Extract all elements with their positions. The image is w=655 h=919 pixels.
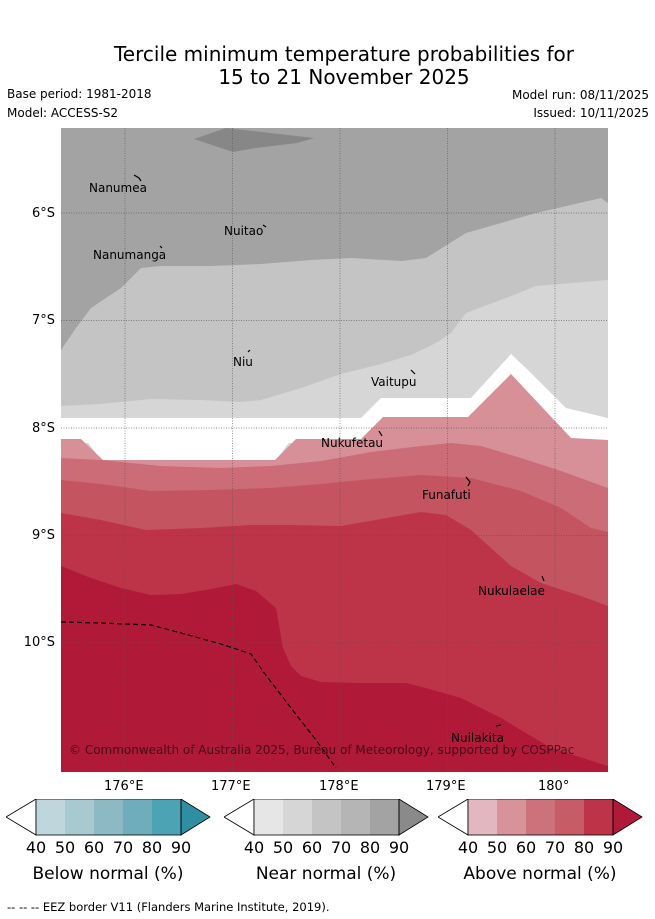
y-tick-label: 9°S — [31, 528, 55, 543]
title-line-1: Tercile minimum temperature probabilitie… — [113, 42, 575, 66]
island-niu — [247, 349, 251, 353]
place-label: Nukufetau — [321, 436, 383, 450]
color-swatch — [584, 799, 613, 835]
model-run: Model run: 08/11/2025 — [511, 88, 649, 102]
color-swatch — [254, 799, 283, 835]
colorbar-tick: 80 — [573, 838, 595, 857]
colorbar-tick: 60 — [515, 838, 537, 857]
color-swatch — [341, 799, 370, 835]
title-line-2: 15 to 21 November 2025 — [218, 65, 470, 89]
white-boundary-path — [61, 354, 608, 460]
color-swatch — [36, 799, 65, 835]
island-vaitupu — [410, 369, 416, 375]
colorbar-tick: 50 — [54, 838, 76, 857]
color-swatch — [555, 799, 584, 835]
y-tick-label: 7°S — [31, 313, 55, 328]
colorbar-tick: 90 — [170, 838, 192, 857]
place-label: Nanumea — [89, 181, 147, 195]
colorbar-low-extension — [438, 799, 469, 836]
colorbar-tick: 80 — [359, 838, 381, 857]
island-nanumanga — [159, 245, 163, 249]
colorbar-tick: 90 — [388, 838, 410, 857]
base-period: Base period: 1981-2018 — [7, 87, 152, 101]
place-label: Niu — [233, 355, 253, 369]
above-normal-90-region — [61, 566, 608, 772]
colorbar-label-below-normal: Below normal (%) — [32, 864, 184, 884]
colorbar-label-near-normal: Near normal (%) — [255, 864, 397, 884]
color-swatch — [312, 799, 341, 835]
color-swatch — [497, 799, 526, 835]
place-label: Nanumanga — [93, 248, 166, 262]
color-swatch — [65, 799, 94, 835]
colorbar-tick: 80 — [141, 838, 163, 857]
y-tick-label: 10°S — [23, 635, 55, 650]
color-swatch — [526, 799, 555, 835]
colorbar-above-normal — [438, 799, 643, 836]
colorbar-tick: 50 — [272, 838, 294, 857]
x-tick-label: 178°E — [319, 779, 359, 794]
colorbar-below-normal — [6, 799, 211, 836]
x-tick-label: 177°E — [211, 779, 251, 794]
colorbar-tick: 40 — [457, 838, 479, 857]
x-tick-label: 180° — [538, 779, 570, 794]
color-swatch — [123, 799, 152, 835]
x-tick-label: 176°E — [104, 779, 144, 794]
y-tick-label: 6°S — [31, 206, 55, 221]
colorbar-low-extension — [6, 799, 37, 836]
island-nanumea — [133, 174, 142, 182]
copyright-notice: © Commonwealth of Australia 2025, Bureau… — [69, 743, 574, 757]
island-nuilakita — [495, 724, 502, 727]
island-outlines — [133, 174, 545, 727]
place-label: Funafuti — [422, 488, 471, 502]
place-label: Nuilakita — [451, 731, 504, 745]
island-nukulaelae — [541, 575, 545, 582]
footnote-eez: -- -- -- EEZ border V11 (Flanders Marine… — [7, 900, 330, 914]
colorbar-high-extension — [612, 799, 643, 836]
island-nuitao — [262, 224, 267, 228]
colorbar-tick: 90 — [602, 838, 624, 857]
issued-date: Issued: 10/11/2025 — [533, 106, 649, 120]
colorbar-tick: 40 — [243, 838, 265, 857]
colorbar-label-above-normal: Above normal (%) — [463, 864, 617, 884]
y-tick-label: 8°S — [31, 421, 55, 436]
island-nukufetau — [378, 430, 383, 437]
color-swatch — [152, 799, 181, 835]
color-swatch — [370, 799, 399, 835]
colorbar-tick: 50 — [486, 838, 508, 857]
place-labels: Nanumea Nuitao Nanumanga Niu Vaitupu Nuk… — [89, 181, 545, 745]
color-swatch — [468, 799, 497, 835]
colorbar-tick: 70 — [112, 838, 134, 857]
model-name: Model: ACCESS-S2 — [7, 106, 119, 120]
colorbar-high-extension — [398, 799, 429, 836]
colorbar-tick: 70 — [330, 838, 352, 857]
color-swatch — [283, 799, 312, 835]
place-label: Vaitupu — [371, 375, 417, 389]
colorbar-tick: 40 — [25, 838, 47, 857]
colorbar-tick: 60 — [83, 838, 105, 857]
place-label: Nukulaelae — [478, 584, 545, 598]
probability-map: Nanumea Nuitao Nanumanga Niu Vaitupu Nuk… — [61, 128, 608, 772]
grid-lines — [61, 128, 608, 772]
colorbar-tick: 70 — [544, 838, 566, 857]
eez-border-path — [61, 621, 337, 769]
colorbar-near-normal — [224, 799, 429, 836]
colorbar-tick: 60 — [301, 838, 323, 857]
x-tick-label: 179°E — [426, 779, 466, 794]
near-normal-80-region — [194, 128, 314, 152]
colorbar-high-extension — [180, 799, 211, 836]
colorbar-low-extension — [224, 799, 255, 836]
color-swatch — [94, 799, 123, 835]
island-funafuti — [465, 476, 471, 487]
place-label: Nuitao — [224, 224, 263, 238]
